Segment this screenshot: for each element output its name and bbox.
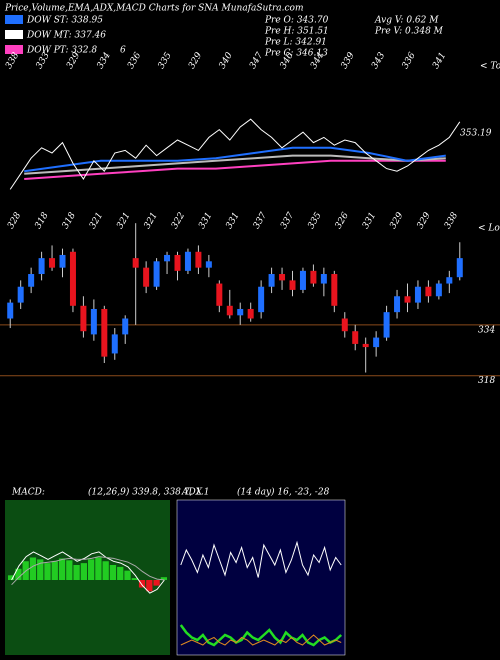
- price-label: 353.19: [460, 129, 492, 139]
- candle-body: [80, 305, 87, 332]
- panel-title: ADX: [181, 488, 203, 498]
- candle-body: [153, 261, 160, 287]
- macd-panel: [5, 500, 170, 655]
- histogram-bar: [95, 557, 102, 580]
- candle-body: [184, 251, 191, 271]
- histogram-bar: [88, 559, 95, 580]
- candle-body: [268, 274, 275, 287]
- candle-body: [7, 302, 14, 319]
- top-marker: < Tops: [480, 62, 500, 72]
- histogram-bar: [146, 580, 153, 592]
- candle-body: [132, 258, 139, 268]
- histogram-bar: [66, 560, 73, 580]
- level-label: 334: [478, 325, 495, 335]
- series-line: [11, 556, 165, 586]
- histogram-bar: [8, 575, 15, 580]
- panel-subtitle: (12,26,9) 339.8, 338.7, 1.1: [88, 487, 210, 498]
- legend-swatch: [5, 30, 23, 39]
- candle-body: [299, 270, 306, 290]
- candle-body: [456, 258, 463, 278]
- candle-body: [247, 308, 254, 319]
- legend-swatch: [5, 15, 23, 24]
- legend-extra: 6: [120, 46, 126, 56]
- candle-body: [258, 286, 265, 313]
- candle-body: [216, 283, 223, 306]
- histogram-bar: [58, 558, 66, 580]
- series-line: [11, 551, 165, 594]
- candle-body: [320, 274, 327, 284]
- candle-body: [122, 318, 129, 335]
- histogram-bar: [80, 563, 87, 580]
- histogram-bar: [15, 568, 22, 580]
- histogram-bar: [73, 565, 80, 580]
- histogram-bar: [51, 561, 58, 580]
- candle-body: [425, 286, 432, 297]
- legend-swatch: [5, 45, 23, 54]
- histogram-bar: [160, 577, 167, 580]
- candle-body: [111, 334, 118, 354]
- candle-body: [373, 337, 380, 348]
- candle-body: [164, 254, 171, 262]
- candle-body: [352, 331, 359, 344]
- histogram-bar: [153, 580, 160, 586]
- series-line: [180, 634, 342, 646]
- histogram-bar: [109, 565, 117, 580]
- histogram-bar: [44, 563, 51, 580]
- candle-body: [143, 267, 150, 287]
- candle-body: [435, 283, 442, 297]
- chart-title: Price,Volume,EMA,ADX,MACD Charts for SNA…: [4, 4, 304, 14]
- candle-body: [341, 318, 348, 332]
- histogram-bar: [138, 580, 146, 588]
- candle-body: [101, 308, 108, 357]
- candle-body: [237, 308, 244, 316]
- histogram-bar: [117, 566, 124, 580]
- candle-body: [362, 343, 369, 348]
- histogram-bar: [131, 578, 138, 580]
- info-text: Avg V: 0.62 M: [374, 16, 439, 26]
- candle-body: [394, 296, 401, 313]
- candle-body: [404, 296, 411, 303]
- candle-body: [59, 254, 66, 268]
- candle-body: [414, 286, 421, 303]
- low-marker: < Lows: [478, 224, 500, 234]
- legend-label: DOW PT: 332.8: [26, 46, 97, 56]
- candle-body: [279, 274, 286, 281]
- info-text: Pre O: 343.70: [264, 16, 329, 26]
- candle-body: [195, 251, 202, 268]
- candle-body: [446, 277, 453, 284]
- candle-body: [174, 254, 181, 271]
- series-line: [24, 154, 446, 175]
- candle-body: [49, 258, 56, 268]
- histogram-bar: [37, 559, 44, 580]
- legend-label: DOW MT: 337.46: [26, 31, 106, 41]
- info-text: Pre L: 342.91: [264, 38, 327, 48]
- level-label: 318: [478, 376, 495, 386]
- candle-body: [69, 251, 76, 306]
- candle-body: [383, 312, 390, 338]
- panel-title: MACD:: [11, 488, 45, 498]
- candle-body: [331, 274, 338, 306]
- candle-body: [226, 305, 233, 316]
- legend-label: DOW ST: 338.95: [26, 16, 103, 26]
- info-text: Pre H: 351.51: [264, 27, 329, 37]
- candle-body: [90, 308, 97, 335]
- series-line: [9, 118, 461, 190]
- candle-body: [28, 274, 35, 287]
- histogram-bar: [29, 557, 37, 580]
- candle-body: [310, 270, 317, 284]
- candle-body: [38, 258, 45, 275]
- histogram-bar: [124, 570, 131, 580]
- candle-body: [17, 286, 24, 303]
- info-text: Pre C: 346.13: [264, 49, 328, 59]
- adx-panel: [176, 499, 346, 656]
- candle-body: [289, 280, 296, 290]
- series-line: [180, 540, 342, 578]
- candle-body: [205, 261, 212, 268]
- panel-subtitle: (14 day) 16, -23, -28: [237, 487, 330, 498]
- histogram-bar: [102, 561, 109, 580]
- info-text: Pre V: 0.348 M: [374, 27, 444, 37]
